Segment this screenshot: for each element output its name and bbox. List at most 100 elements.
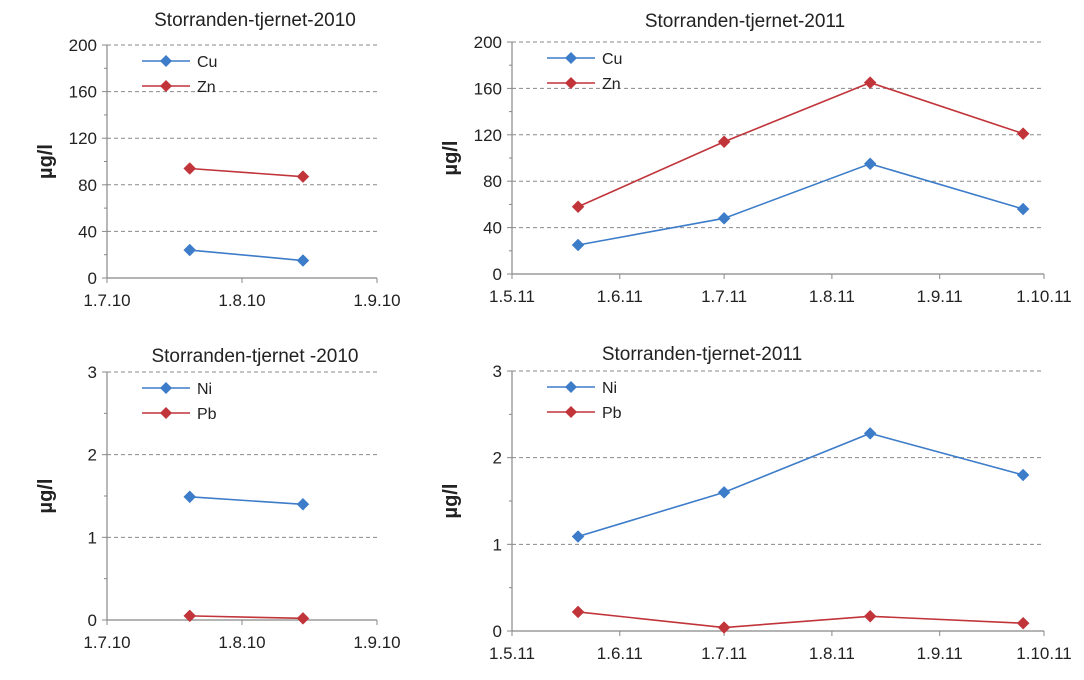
x-tick-label: 1.8.11	[809, 287, 855, 306]
y-tick-label: 120	[474, 126, 502, 145]
legend-marker-pb	[160, 407, 172, 419]
x-tick-label: 1.9.11	[917, 644, 963, 663]
chart-panel-4: 0 1 2 3 1.5.11 1.6.11 1.7.11 1.8.11 1.9.11 1.10.1…	[440, 344, 1072, 663]
legend-marker-pb	[565, 406, 577, 418]
data-point-cu	[571, 238, 585, 252]
x-tick-label: 1.9.10	[353, 633, 400, 652]
y-axis-label: µg/l	[440, 484, 462, 519]
y-tick-label: 120	[69, 129, 97, 148]
x-tick-label: 1.7.11	[701, 287, 747, 306]
y-tick-label: 0	[88, 611, 97, 630]
x-tick-label: 1.5.11	[489, 644, 535, 663]
series-line-ni	[577, 432, 1024, 538]
data-point-cu	[717, 211, 731, 225]
data-point-cu	[1016, 202, 1030, 216]
legend-label-ni: Ni	[602, 380, 617, 397]
legend-label-ni: Ni	[197, 381, 212, 398]
data-point-zn	[1016, 127, 1030, 140]
chart-panel-1: 0 40 80 120 160 200 1.7.10 1.8.10 1.9.10 Storrand…	[35, 10, 401, 310]
y-tick-label: 2	[88, 446, 97, 465]
series-line-pb	[189, 615, 303, 620]
data-point-ni	[183, 490, 197, 504]
series-line-zn	[577, 81, 1024, 208]
chart-panel-2: 0 40 80 120 160 200 1.5.11 1.6.11 1.7.11 1.8.11 1.…	[440, 11, 1072, 306]
y-tick-label: 80	[483, 172, 502, 191]
y-tick-label: 1	[88, 528, 97, 547]
legend-marker-cu	[160, 55, 172, 67]
data-point-ni	[296, 497, 310, 511]
chart-title: Storranden-tjernet-2010	[154, 10, 356, 31]
chart-title: Storranden-tjernet-2011	[645, 11, 845, 32]
y-axis-label: µg/l	[440, 141, 462, 176]
data-point-ni	[863, 427, 877, 440]
legend-label-zn: Zn	[602, 76, 621, 93]
data-point-pb	[1016, 616, 1030, 630]
data-point-ni	[717, 485, 731, 499]
x-tick-label: 1.6.11	[597, 287, 643, 306]
x-tick-label: 1.10.11	[1016, 287, 1071, 306]
legend-marker-cu	[565, 52, 577, 64]
legend-marker-ni	[160, 382, 172, 394]
x-tick-label: 1.6.11	[597, 644, 643, 663]
data-point-cu	[183, 243, 197, 257]
y-tick-label: 2	[493, 449, 502, 468]
data-point-pb	[296, 611, 310, 625]
y-tick-label: 80	[78, 176, 97, 195]
x-tick-label: 1.7.11	[701, 644, 747, 663]
series-line-pb	[577, 611, 1024, 629]
x-tick-label: 1.8.10	[218, 291, 265, 310]
x-tick-label: 1.7.10	[83, 633, 130, 652]
legend-marker-ni	[565, 381, 577, 393]
x-tick-label: 1.9.11	[917, 287, 963, 306]
series-line-zn	[189, 167, 304, 178]
y-tick-label: 160	[69, 83, 97, 102]
data-point-cu	[863, 157, 877, 171]
y-tick-label: 0	[493, 622, 502, 641]
legend-label-pb: Pb	[602, 405, 622, 422]
data-point-zn	[717, 135, 731, 149]
data-point-pb	[863, 609, 877, 623]
y-tick-label: 40	[78, 222, 97, 241]
y-tick-label: 1	[493, 535, 502, 554]
data-point-pb	[571, 605, 585, 619]
y-axis-label: µg/l	[35, 479, 57, 514]
data-point-zn	[183, 162, 197, 175]
y-axis-label: µg/l	[35, 144, 57, 179]
legend-label-cu: Cu	[197, 54, 217, 71]
x-tick-label: 1.9.10	[353, 291, 400, 310]
chart-panel-3: 0 1 2 3 1.7.10 1.8.10 1.9.10 Storranden-tjernet…	[35, 346, 401, 652]
legend-marker-zn	[160, 80, 172, 92]
y-tick-label: 0	[493, 265, 502, 284]
legend-label-pb: Pb	[197, 406, 217, 423]
chart-title: Storranden-tjernet-2011	[602, 344, 802, 365]
data-point-cu	[296, 254, 310, 267]
series-line-cu	[577, 162, 1024, 246]
y-tick-label: 3	[493, 362, 502, 381]
y-tick-label: 200	[474, 33, 502, 52]
x-tick-label: 1.10.11	[1016, 644, 1071, 663]
y-tick-label: 200	[69, 36, 97, 55]
legend-label-cu: Cu	[602, 51, 622, 68]
y-tick-label: 3	[88, 363, 97, 382]
y-tick-label: 40	[483, 219, 502, 238]
series-line-cu	[189, 249, 304, 262]
legend-label-zn: Zn	[197, 79, 216, 96]
data-point-zn	[296, 170, 310, 183]
data-point-pb	[717, 621, 731, 634]
series-line-ni	[189, 496, 304, 506]
y-tick-label: 160	[474, 79, 502, 98]
data-point-zn	[863, 76, 877, 89]
legend-marker-zn	[565, 77, 577, 89]
data-point-ni	[1016, 468, 1030, 482]
x-tick-label: 1.8.10	[218, 633, 265, 652]
y-tick-label: 0	[88, 269, 97, 288]
data-point-pb	[183, 609, 197, 623]
chart-title: Storranden-tjernet -2010	[151, 346, 358, 367]
x-tick-label: 1.7.10	[83, 291, 130, 310]
x-tick-label: 1.5.11	[489, 287, 535, 306]
data-point-zn	[571, 200, 585, 214]
data-point-ni	[571, 530, 585, 543]
x-tick-label: 1.8.11	[809, 644, 855, 663]
